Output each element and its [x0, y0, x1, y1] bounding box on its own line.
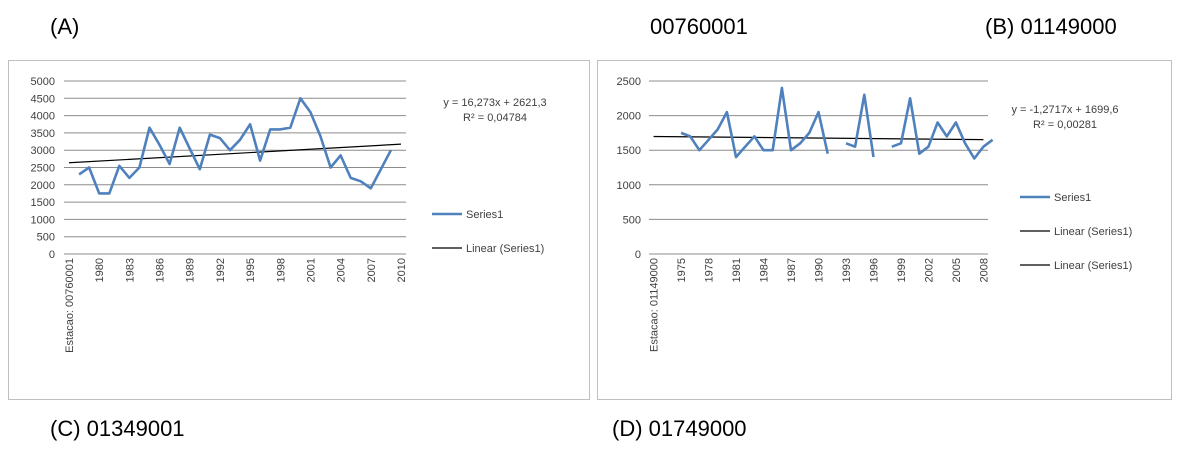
chart-a-y-tick-label: 3500	[31, 128, 55, 140]
chart-a-series-line	[78, 97, 393, 195]
chart-a-y-tick-label: 5000	[31, 76, 55, 88]
chart-b-x-tick-label: 1987	[786, 258, 798, 282]
chart-a-x-tick-label: 1995	[245, 258, 257, 282]
chart-b-y-tick-label: 500	[623, 214, 641, 226]
chart-a-x-tick-label: 1980	[94, 258, 106, 282]
chart-frame-b	[597, 60, 1172, 400]
caption-panel-a: (A)	[50, 14, 80, 39]
chart-a-trend-equation: y = 16,273x + 2621,3	[443, 97, 546, 109]
chart-b-legend-trendline-label: Linear (Series1)	[1054, 226, 1132, 238]
chart-b-x-tick-label: 1981	[731, 258, 743, 282]
chart-b-x-tick-label: 1996	[868, 258, 880, 282]
chart-b-x-first-label: Estacao: 01149000	[649, 258, 661, 352]
chart-a-trendline	[68, 143, 402, 164]
chart-b-x-tick-label: 1975	[676, 258, 688, 282]
chart-b-y-tick-label: 2500	[617, 76, 641, 88]
chart-frame-a	[8, 60, 590, 400]
chart-a-x-tick-label: 2007	[366, 258, 378, 282]
caption-panel-d: (D) 01749000	[612, 416, 747, 441]
chart-a-y-tick-label: 4000	[31, 111, 55, 123]
chart-b-x-tick-label: 2008	[978, 258, 990, 282]
chart-a-y-tick-label: 1000	[31, 214, 55, 226]
chart-b-x-tick-label: 1984	[759, 258, 771, 282]
chart-b-x-tick-label: 1999	[896, 258, 908, 282]
chart-b-legend-trendline-extra-label: Linear (Series1)	[1054, 260, 1132, 272]
chart-b-series-line	[891, 97, 994, 160]
chart-b-trend-equation: y = -1,2717x + 1699,6	[1011, 104, 1118, 116]
chart-a-y-tick-label: 1500	[31, 197, 55, 209]
chart-b-series-line	[845, 93, 875, 158]
chart-a-y-tick-label: 3000	[31, 145, 55, 157]
chart-a-legend-series-label: Series1	[466, 209, 503, 221]
chart-a-y-tick-label: 2500	[31, 163, 55, 175]
chart-a-x-tick-label: 2004	[336, 258, 348, 282]
chart-a-x-first-label: Estacao: 00760001	[64, 258, 76, 353]
chart-b-series-line	[680, 86, 829, 159]
chart-b-trendline	[653, 135, 984, 141]
chart-b-y-tick-label: 1000	[617, 180, 641, 192]
chart-b-x-tick-label: 2005	[951, 258, 963, 282]
caption-panel-c: (C) 01349001	[50, 416, 185, 441]
chart-b-y-tick-label: 1500	[617, 145, 641, 157]
chart-a-x-tick-label: 1992	[215, 258, 227, 282]
chart-a-y-tick-label: 4500	[31, 93, 55, 105]
caption-panel-b: (B) 01149000	[985, 14, 1117, 39]
chart-b-y-tick-label: 2000	[617, 111, 641, 123]
chart-b-legend-series-label: Series1	[1054, 192, 1091, 204]
chart-a-y-tick-label: 500	[37, 232, 55, 244]
chart-b-x-tick-label: 1978	[704, 258, 716, 282]
chart-a-x-tick-label: 1983	[124, 258, 136, 282]
chart-a-x-tick-label: 1989	[185, 258, 197, 282]
chart-a-y-tick-label: 0	[49, 249, 55, 261]
chart-a-x-tick-label: 2010	[396, 258, 408, 282]
chart-a-y-tick-label: 2000	[31, 180, 55, 192]
caption-station-a: 00760001	[650, 14, 748, 39]
chart-b-y-tick-label: 0	[635, 249, 641, 261]
chart-a-x-tick-label: 1986	[155, 258, 167, 282]
chart-b-x-tick-label: 1990	[814, 258, 826, 282]
chart-a-legend-trendline-label: Linear (Series1)	[466, 243, 544, 255]
chart-b-x-tick-label: 2002	[923, 258, 935, 282]
chart-a-trend-r2: R² = 0,04784	[463, 112, 527, 124]
chart-b-trend-r2: R² = 0,00281	[1033, 119, 1097, 131]
chart-a-x-tick-label: 1998	[275, 258, 287, 282]
chart-a-x-tick-label: 2001	[305, 258, 317, 282]
chart-b-x-tick-label: 1993	[841, 258, 853, 282]
